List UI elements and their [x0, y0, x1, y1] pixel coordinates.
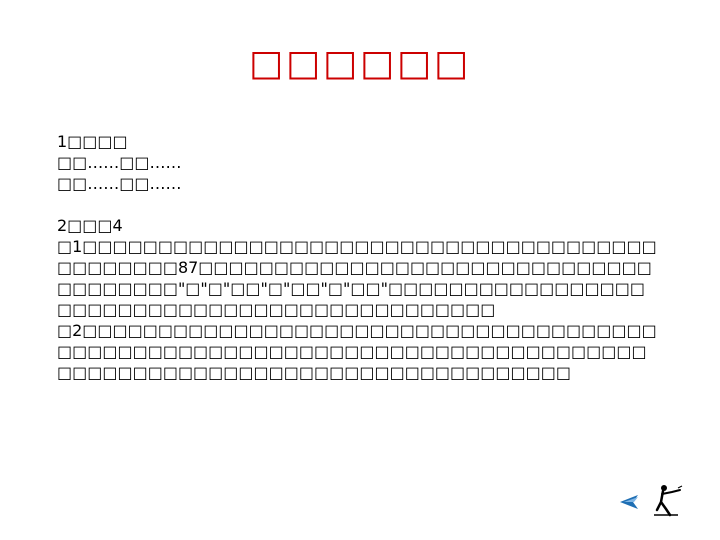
left-arrow-icon[interactable]: [620, 494, 640, 510]
spacer: [57, 194, 657, 215]
section-2-heading: 2□□□4: [57, 216, 123, 235]
section-1-heading: 1□□□□: [57, 132, 128, 151]
section-2-paragraph-2: □2□□□□□□□□□□□□□□□□□□□□□□□□□□□□□□□□□□□□□□…: [57, 321, 657, 382]
slide-title: □□□□□□: [248, 43, 472, 84]
section-1-line-2: □□……□□……: [57, 174, 182, 193]
reading-figure-icon[interactable]: [648, 482, 688, 518]
slide-navigation: [618, 482, 688, 518]
slide-body: 1□□□□ □□……□□…… □□……□□…… 2□□□4 □1□□□□□□□□…: [57, 131, 657, 383]
section-1-line-1: □□……□□……: [57, 153, 182, 172]
section-2-paragraph-1: □1□□□□□□□□□□□□□□□□□□□□□□□□□□□□□□□□□□□□□□…: [57, 237, 657, 319]
